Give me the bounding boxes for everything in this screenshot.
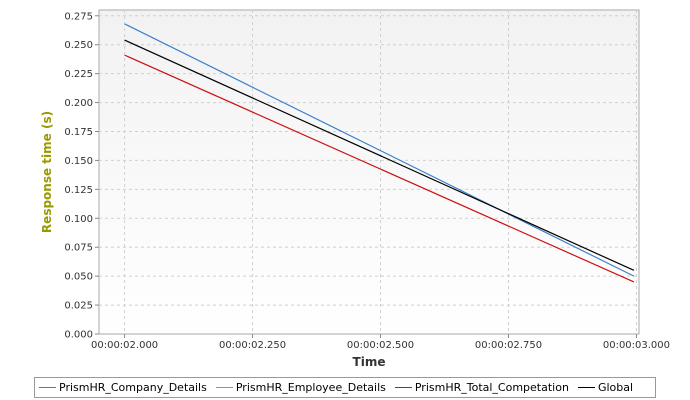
chart-legend: PrismHR_Company_Details PrismHR_Employee_… (34, 377, 656, 398)
legend-item: PrismHR_Company_Details (39, 381, 207, 394)
series-line-prismhr-company-details (124, 23, 635, 277)
y-tick-label: 0.100 (64, 214, 93, 225)
y-tick-label: 0.200 (64, 98, 93, 109)
x-tick-label: 00:00:02.750 (475, 340, 542, 351)
line-chart: 0.000 0.025 0.050 0.075 0.100 0.125 0.150 0.175… (40, 9, 670, 369)
axis-ticks: 0.000 0.025 0.050 0.075 0.100 0.125 0.150 0.175… (64, 11, 670, 351)
y-tick-label: 0.075 (64, 243, 93, 254)
legend-label: PrismHR_Company_Details (59, 381, 207, 394)
y-tick-label: 0.125 (64, 185, 93, 196)
series-lines (124, 23, 635, 283)
legend-swatch (577, 387, 595, 388)
y-tick-label: 0.050 (64, 272, 93, 283)
legend-label: PrismHR_Employee_Details (235, 381, 386, 394)
y-tick-label: 0.250 (64, 40, 93, 51)
y-tick-label: 0.000 (64, 330, 93, 341)
series-line-prismhr-total-competation (124, 54, 635, 283)
x-tick-label: 00:00:02.500 (347, 340, 414, 351)
series-line-global (124, 39, 635, 271)
y-tick-label: 0.175 (64, 127, 93, 138)
x-tick-label: 00:00:02.000 (91, 340, 158, 351)
legend-swatch (394, 387, 412, 388)
y-tick-label: 0.150 (64, 156, 93, 167)
grid-lines (99, 10, 639, 334)
legend-swatch (215, 387, 233, 388)
x-tick-label: 00:00:03.000 (603, 340, 670, 351)
x-tick-label: 00:00:02.250 (219, 340, 286, 351)
y-tick-label: 0.225 (64, 69, 93, 80)
legend-label: PrismHR_Total_Competation (414, 381, 569, 394)
legend-item: PrismHR_Employee_Details (215, 381, 386, 394)
y-tick-label: 0.275 (64, 11, 93, 22)
legend-swatch (39, 387, 56, 388)
legend-label: Global (597, 381, 634, 394)
y-tick-label: 0.025 (64, 301, 93, 312)
y-axis-title: Response time (s) (40, 111, 54, 233)
x-axis-title: Time (353, 355, 386, 369)
plot-area (98, 9, 640, 335)
legend-item: PrismHR_Total_Competation (394, 381, 569, 394)
legend-item: Global (577, 381, 634, 394)
